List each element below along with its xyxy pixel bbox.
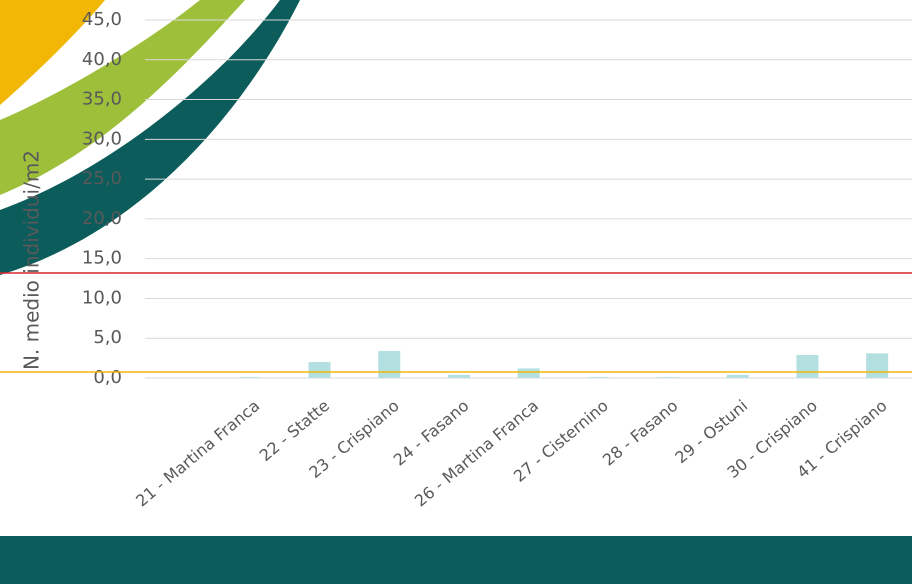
bar bbox=[378, 350, 401, 378]
bar bbox=[587, 377, 610, 378]
bar bbox=[866, 353, 889, 378]
y-tick-label: 5,0 bbox=[93, 327, 122, 348]
bar bbox=[657, 377, 680, 378]
swoosh-teal bbox=[0, 0, 300, 275]
bar bbox=[726, 374, 749, 378]
bar bbox=[447, 374, 470, 378]
y-tick-label: 35,0 bbox=[82, 89, 122, 110]
bar bbox=[308, 362, 331, 378]
y-tick-label: 15,0 bbox=[82, 248, 122, 269]
y-tick-label: 20,0 bbox=[82, 208, 122, 229]
bar bbox=[517, 368, 540, 378]
y-tick-label: 25,0 bbox=[82, 168, 122, 189]
y-tick-label: 0,0 bbox=[93, 367, 122, 388]
x-tick-label: 26 - Martina Franca bbox=[411, 396, 542, 510]
x-tick-label: 28 - Fasano bbox=[599, 396, 682, 470]
y-axis-title: N. medio individui/m2 bbox=[20, 150, 44, 370]
swoosh-green bbox=[0, 0, 245, 195]
bar bbox=[796, 354, 819, 378]
decoration bbox=[0, 0, 300, 275]
y-tick-label: 10,0 bbox=[82, 287, 122, 308]
y-tick-label: 30,0 bbox=[82, 128, 122, 149]
y-tick-label: 40,0 bbox=[82, 49, 122, 70]
swoosh-orange bbox=[0, 0, 105, 105]
y-tick-label: 45,0 bbox=[82, 9, 122, 30]
x-tick-label: 21 - Martina Franca bbox=[132, 396, 263, 510]
footer-band bbox=[0, 536, 912, 584]
bar bbox=[238, 377, 261, 378]
